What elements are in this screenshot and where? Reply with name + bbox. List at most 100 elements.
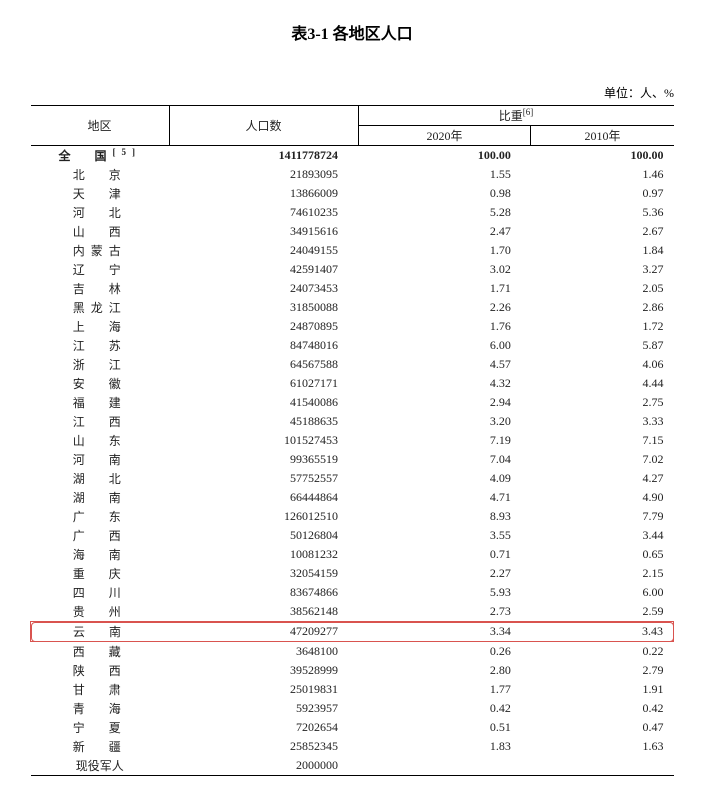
cell-y2010: 2.79: [531, 661, 674, 680]
cell-population: 5923957: [169, 699, 358, 718]
cell-region: 北 京: [31, 165, 170, 184]
cell-y2020: 4.09: [358, 469, 531, 488]
cell-region: 河 南: [31, 450, 170, 469]
table-row-total: 全 国[5] 1411778724 100.00 100.00: [31, 146, 674, 166]
cell-population: 31850088: [169, 298, 358, 317]
cell-y2010: 7.79: [531, 507, 674, 526]
cell-region: 青 海: [31, 699, 170, 718]
cell-population: 66444864: [169, 488, 358, 507]
cell-population: 7202654: [169, 718, 358, 737]
cell-region: 江 苏: [31, 336, 170, 355]
cell-y2020: 1.71: [358, 279, 531, 298]
cell-y2010: 1.63: [531, 737, 674, 756]
cell-y2020: 0.71: [358, 545, 531, 564]
table-row: 河 北746102355.285.36: [31, 203, 674, 222]
cell-population: 10081232: [169, 545, 358, 564]
table-row: 内蒙古240491551.701.84: [31, 241, 674, 260]
cell-population: 24870895: [169, 317, 358, 336]
cell-population: 24073453: [169, 279, 358, 298]
cell-y2010: 0.42: [531, 699, 674, 718]
table-row: 安 徽610271714.324.44: [31, 374, 674, 393]
table-row: 湖 北577525574.094.27: [31, 469, 674, 488]
cell-region: 云 南: [31, 622, 170, 642]
cell-population: 38562148: [169, 602, 358, 622]
cell-y2010: 6.00: [531, 583, 674, 602]
cell-y2010: 4.90: [531, 488, 674, 507]
cell-region: 吉 林: [31, 279, 170, 298]
table-row: 黑龙江318500882.262.86: [31, 298, 674, 317]
cell-region: 湖 北: [31, 469, 170, 488]
cell-region: 江 西: [31, 412, 170, 431]
cell-population: 57752557: [169, 469, 358, 488]
cell-region: 宁 夏: [31, 718, 170, 737]
cell-population: 34915616: [169, 222, 358, 241]
cell-y2010: 2.05: [531, 279, 674, 298]
cell-region: 现役军人: [31, 756, 170, 776]
cell-region-total: 全 国[5]: [31, 146, 170, 166]
cell-y2020: 7.04: [358, 450, 531, 469]
cell-y2010: 2.75: [531, 393, 674, 412]
cell-y2010: 1.84: [531, 241, 674, 260]
table-row: 青 海59239570.420.42: [31, 699, 674, 718]
cell-population: 13866009: [169, 184, 358, 203]
table-row: 云 南472092773.343.43: [31, 622, 674, 642]
cell-region: 黑龙江: [31, 298, 170, 317]
cell-y2020: 8.93: [358, 507, 531, 526]
cell-region: 重 庆: [31, 564, 170, 583]
cell-y2020: 2.94: [358, 393, 531, 412]
table-row: 广 东1260125108.937.79: [31, 507, 674, 526]
table-row: 吉 林240734531.712.05: [31, 279, 674, 298]
table-row: 浙 江645675884.574.06: [31, 355, 674, 374]
cell-y2020: 0.42: [358, 699, 531, 718]
cell-population: 3648100: [169, 642, 358, 662]
cell-y2010: 5.87: [531, 336, 674, 355]
table-row: 山 西349156162.472.67: [31, 222, 674, 241]
cell-y2020: 1.83: [358, 737, 531, 756]
header-share: 比重[6]: [358, 106, 674, 126]
cell-y2020: 6.00: [358, 336, 531, 355]
table-row: 北 京218930951.551.46: [31, 165, 674, 184]
cell-y2020: 3.34: [358, 622, 531, 642]
cell-y2020: 5.28: [358, 203, 531, 222]
cell-population: 25019831: [169, 680, 358, 699]
table-row: 江 苏847480166.005.87: [31, 336, 674, 355]
cell-population: 21893095: [169, 165, 358, 184]
cell-population: 64567588: [169, 355, 358, 374]
cell-region: 陕 西: [31, 661, 170, 680]
cell-region: 海 南: [31, 545, 170, 564]
cell-population: 74610235: [169, 203, 358, 222]
cell-population: 47209277: [169, 622, 358, 642]
cell-population: 83674866: [169, 583, 358, 602]
total-region-text: 全 国: [58, 149, 112, 163]
cell-y2010: [531, 756, 674, 776]
cell-region: 广 西: [31, 526, 170, 545]
table-row: 宁 夏72026540.510.47: [31, 718, 674, 737]
cell-region: 内蒙古: [31, 241, 170, 260]
cell-y2010: 1.46: [531, 165, 674, 184]
cell-population: 2000000: [169, 756, 358, 776]
cell-y2020: 1.70: [358, 241, 531, 260]
cell-pop-total: 1411778724: [169, 146, 358, 166]
cell-y2010: 7.15: [531, 431, 674, 450]
cell-region: 甘 肃: [31, 680, 170, 699]
table-row: 江 西451886353.203.33: [31, 412, 674, 431]
cell-y2010: 1.72: [531, 317, 674, 336]
table-row: 四 川836748665.936.00: [31, 583, 674, 602]
cell-region: 辽 宁: [31, 260, 170, 279]
cell-region: 浙 江: [31, 355, 170, 374]
header-share-sup: [6]: [523, 107, 534, 117]
header-share-text: 比重: [499, 109, 523, 123]
cell-y2020: 2.73: [358, 602, 531, 622]
cell-population: 39528999: [169, 661, 358, 680]
cell-y2020: 2.27: [358, 564, 531, 583]
cell-region: 四 川: [31, 583, 170, 602]
header-year-2020: 2020年: [358, 126, 531, 146]
cell-y2010: 3.27: [531, 260, 674, 279]
table-row: 上 海248708951.761.72: [31, 317, 674, 336]
table-row: 陕 西395289992.802.79: [31, 661, 674, 680]
cell-population: 42591407: [169, 260, 358, 279]
cell-y2010: 4.27: [531, 469, 674, 488]
cell-y2010: 0.65: [531, 545, 674, 564]
cell-y2010: 2.86: [531, 298, 674, 317]
cell-region: 西 藏: [31, 642, 170, 662]
